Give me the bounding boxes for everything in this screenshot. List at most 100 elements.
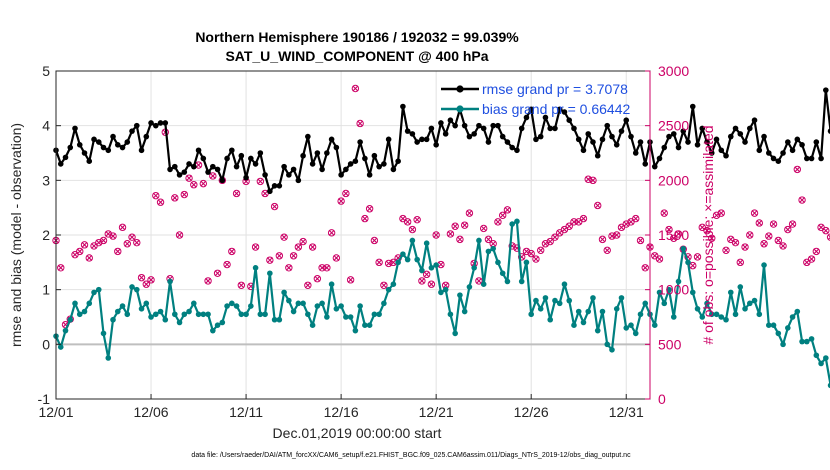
bias-point bbox=[789, 314, 796, 320]
obs-possible-point bbox=[826, 233, 830, 241]
obs-possible-point bbox=[779, 242, 787, 250]
bias-point bbox=[699, 314, 706, 320]
obs-possible-point bbox=[228, 247, 236, 256]
obs-assimilated-point bbox=[466, 210, 473, 217]
legend-bias-marker bbox=[456, 105, 464, 113]
obs-assimilated-point bbox=[300, 238, 307, 245]
left-tick-label: 4 bbox=[42, 118, 50, 134]
obs-possible-point bbox=[365, 205, 374, 213]
left-tick-label: 0 bbox=[42, 336, 50, 352]
obs-possible-point bbox=[432, 231, 440, 239]
rmse-point bbox=[547, 125, 554, 132]
obs-possible-point bbox=[456, 235, 464, 244]
bias-point bbox=[766, 322, 772, 329]
rmse-point bbox=[181, 169, 188, 175]
obs-possible-point bbox=[147, 276, 155, 284]
obs-assimilated-point bbox=[328, 229, 335, 236]
rmse-point bbox=[390, 166, 397, 173]
bias-point bbox=[599, 308, 606, 315]
obs-assimilated-point bbox=[784, 226, 791, 233]
bias-point bbox=[566, 297, 573, 304]
rmse-point bbox=[613, 142, 620, 148]
left-tick-label: 3 bbox=[42, 172, 50, 188]
obs-possible-point bbox=[175, 231, 184, 239]
obs-possible-point bbox=[494, 218, 502, 226]
rmse-point bbox=[827, 128, 830, 134]
obs-possible-point bbox=[579, 214, 588, 223]
bias-point bbox=[352, 327, 359, 334]
obs-possible-point bbox=[190, 181, 198, 189]
bias-point bbox=[172, 311, 178, 318]
rmse-point bbox=[590, 139, 596, 145]
obs-assimilated-point bbox=[129, 234, 136, 241]
obs-assimilated-point bbox=[257, 178, 264, 185]
bias-point bbox=[561, 281, 568, 288]
rmse-point bbox=[732, 125, 739, 132]
obs-possible-point bbox=[427, 280, 436, 288]
bias-point bbox=[718, 314, 725, 320]
bias-point bbox=[224, 303, 230, 309]
bias-point bbox=[751, 297, 758, 304]
bias-point bbox=[746, 300, 753, 307]
obs-assimilated-point bbox=[157, 199, 164, 206]
bias-point bbox=[604, 341, 611, 348]
rmse-point bbox=[518, 125, 525, 132]
obs-possible-point bbox=[142, 280, 150, 288]
legend-rmse-marker bbox=[456, 85, 464, 93]
bias-point bbox=[542, 295, 549, 301]
obs-possible-point bbox=[460, 221, 469, 229]
rmse-point bbox=[86, 158, 93, 164]
rmse-point bbox=[267, 188, 273, 195]
obs-assimilated-point bbox=[547, 238, 554, 245]
rmse-point bbox=[509, 144, 515, 151]
obs-assimilated-point bbox=[789, 221, 796, 228]
rmse-point bbox=[694, 142, 701, 148]
rmse-point bbox=[167, 166, 173, 173]
rmse-point bbox=[352, 158, 359, 164]
obs-assimilated-point bbox=[632, 215, 639, 222]
obs-possible-point bbox=[517, 253, 526, 261]
rmse-point bbox=[371, 152, 378, 159]
rmse-point bbox=[314, 150, 321, 156]
rmse-point bbox=[100, 144, 107, 151]
bias-point bbox=[785, 325, 791, 331]
obs-possible-point bbox=[551, 233, 559, 241]
obs-possible-point bbox=[703, 226, 711, 235]
obs-possible-point bbox=[256, 177, 265, 186]
left-tick-label: -1 bbox=[38, 391, 51, 407]
rmse-point bbox=[428, 125, 435, 132]
rmse-point bbox=[742, 139, 748, 145]
x-tick-label: 12/31 bbox=[609, 404, 644, 420]
rmse-point bbox=[290, 166, 297, 173]
obs-possible-point bbox=[204, 277, 212, 285]
rmse-point bbox=[476, 122, 482, 129]
bias-point bbox=[248, 303, 254, 309]
rmse-point bbox=[585, 131, 592, 137]
obs-possible-point bbox=[356, 119, 364, 128]
obs-assimilated-point bbox=[214, 270, 221, 277]
obs-possible-point bbox=[123, 240, 131, 248]
obs-assimilated-point bbox=[818, 224, 825, 231]
bias-point bbox=[461, 308, 468, 315]
obs-assimilated-point bbox=[751, 210, 758, 217]
bias-point bbox=[219, 319, 226, 326]
bias-point bbox=[447, 311, 454, 318]
rmse-point bbox=[723, 152, 729, 159]
rmse-point bbox=[490, 122, 496, 129]
left-tick-label: 5 bbox=[42, 63, 50, 79]
obs-possible-point bbox=[171, 194, 179, 202]
obs-possible-point bbox=[784, 225, 792, 234]
rmse-point bbox=[400, 103, 406, 110]
rmse-point bbox=[238, 152, 245, 159]
chart-title: Northern Hemisphere 190186 / 192032 = 99… bbox=[195, 29, 519, 45]
rmse-point bbox=[114, 142, 121, 148]
bias-point bbox=[471, 265, 477, 271]
obs-assimilated-point bbox=[266, 257, 273, 264]
obs-assimilated-point bbox=[290, 252, 297, 259]
obs-possible-point bbox=[332, 254, 341, 262]
obs-assimilated-point bbox=[742, 244, 749, 251]
obs-assimilated-point bbox=[376, 259, 383, 266]
obs-assimilated-point bbox=[262, 190, 269, 197]
bias-point bbox=[476, 237, 482, 244]
obs-possible-point bbox=[603, 246, 611, 255]
